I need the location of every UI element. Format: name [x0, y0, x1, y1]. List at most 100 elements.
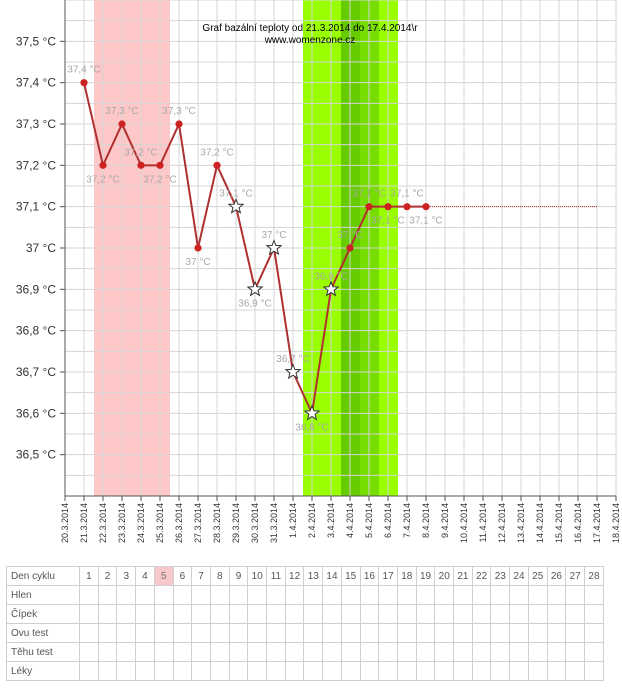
- table-cell[interactable]: [191, 623, 211, 643]
- table-cell[interactable]: [228, 604, 249, 624]
- table-cell[interactable]: [453, 661, 473, 681]
- table-cell[interactable]: [116, 623, 137, 643]
- table-cell[interactable]: [266, 661, 286, 681]
- table-cell[interactable]: [79, 623, 99, 643]
- table-cell[interactable]: [191, 661, 211, 681]
- table-cell[interactable]: [434, 604, 455, 624]
- table-cell[interactable]: [378, 642, 398, 662]
- table-cell[interactable]: [527, 585, 548, 605]
- table-cell[interactable]: [97, 604, 118, 624]
- table-cell[interactable]: [378, 623, 398, 643]
- table-cell[interactable]: [284, 642, 305, 662]
- table-cell[interactable]: [359, 623, 380, 643]
- table-cell[interactable]: [97, 585, 118, 605]
- table-cell[interactable]: [340, 642, 361, 662]
- table-cell[interactable]: [509, 585, 529, 605]
- table-cell[interactable]: [565, 642, 585, 662]
- table-cell[interactable]: [191, 604, 211, 624]
- table-cell[interactable]: [153, 661, 174, 681]
- table-cell[interactable]: [490, 642, 511, 662]
- table-cell[interactable]: [228, 585, 249, 605]
- table-cell[interactable]: [247, 642, 268, 662]
- table-cell[interactable]: [116, 661, 137, 681]
- table-cell[interactable]: [79, 585, 99, 605]
- table-cell[interactable]: [209, 623, 230, 643]
- table-cell[interactable]: [378, 604, 398, 624]
- table-cell[interactable]: [527, 642, 548, 662]
- table-cell[interactable]: [228, 661, 249, 681]
- table-cell[interactable]: [340, 585, 361, 605]
- table-cell[interactable]: [135, 604, 155, 624]
- table-cell[interactable]: [153, 642, 174, 662]
- table-cell[interactable]: [209, 604, 230, 624]
- table-cell[interactable]: [565, 585, 585, 605]
- table-cell[interactable]: [546, 623, 567, 643]
- table-cell[interactable]: [191, 642, 211, 662]
- table-cell[interactable]: [172, 604, 193, 624]
- table-cell[interactable]: [135, 661, 155, 681]
- table-cell[interactable]: [453, 642, 473, 662]
- table-cell[interactable]: [546, 585, 567, 605]
- table-cell[interactable]: [116, 642, 137, 662]
- table-cell[interactable]: [209, 661, 230, 681]
- table-cell[interactable]: [396, 585, 417, 605]
- table-cell[interactable]: [303, 604, 324, 624]
- table-cell[interactable]: [434, 661, 455, 681]
- table-cell[interactable]: [172, 642, 193, 662]
- table-cell[interactable]: [79, 604, 99, 624]
- table-cell[interactable]: [135, 623, 155, 643]
- table-cell[interactable]: [266, 642, 286, 662]
- table-cell[interactable]: [172, 623, 193, 643]
- table-cell[interactable]: [453, 623, 473, 643]
- table-cell[interactable]: [471, 661, 492, 681]
- table-cell[interactable]: [284, 623, 305, 643]
- table-cell[interactable]: [546, 661, 567, 681]
- table-cell[interactable]: [565, 604, 585, 624]
- table-cell[interactable]: [490, 623, 511, 643]
- table-cell[interactable]: [135, 642, 155, 662]
- table-cell[interactable]: [209, 585, 230, 605]
- table-cell[interactable]: [303, 585, 324, 605]
- table-cell[interactable]: [284, 604, 305, 624]
- table-cell[interactable]: [471, 604, 492, 624]
- table-cell[interactable]: [359, 642, 380, 662]
- table-cell[interactable]: [340, 661, 361, 681]
- table-cell[interactable]: [378, 661, 398, 681]
- table-cell[interactable]: [471, 623, 492, 643]
- table-cell[interactable]: [97, 642, 118, 662]
- table-cell[interactable]: [322, 661, 342, 681]
- table-cell[interactable]: [415, 661, 436, 681]
- table-cell[interactable]: [471, 642, 492, 662]
- table-cell[interactable]: [284, 585, 305, 605]
- table-cell[interactable]: [359, 604, 380, 624]
- table-cell[interactable]: [434, 623, 455, 643]
- table-cell[interactable]: [490, 585, 511, 605]
- table-cell[interactable]: [247, 585, 268, 605]
- table-cell[interactable]: [247, 623, 268, 643]
- table-cell[interactable]: [340, 623, 361, 643]
- table-cell[interactable]: [490, 661, 511, 681]
- table-cell[interactable]: [359, 585, 380, 605]
- table-cell[interactable]: [191, 585, 211, 605]
- table-cell[interactable]: [153, 604, 174, 624]
- table-cell[interactable]: [247, 604, 268, 624]
- table-cell[interactable]: [583, 642, 605, 662]
- table-cell[interactable]: [266, 604, 286, 624]
- table-cell[interactable]: [97, 661, 118, 681]
- table-cell[interactable]: [396, 623, 417, 643]
- table-cell[interactable]: [378, 585, 398, 605]
- table-cell[interactable]: [509, 604, 529, 624]
- table-cell[interactable]: [228, 642, 249, 662]
- table-cell[interactable]: [434, 642, 455, 662]
- table-cell[interactable]: [172, 661, 193, 681]
- table-cell[interactable]: [415, 585, 436, 605]
- table-cell[interactable]: [322, 585, 342, 605]
- table-cell[interactable]: [135, 585, 155, 605]
- table-cell[interactable]: [396, 604, 417, 624]
- table-cell[interactable]: [453, 604, 473, 624]
- table-cell[interactable]: [79, 642, 99, 662]
- table-cell[interactable]: [396, 661, 417, 681]
- table-cell[interactable]: [303, 623, 324, 643]
- table-cell[interactable]: [527, 604, 548, 624]
- table-cell[interactable]: [527, 623, 548, 643]
